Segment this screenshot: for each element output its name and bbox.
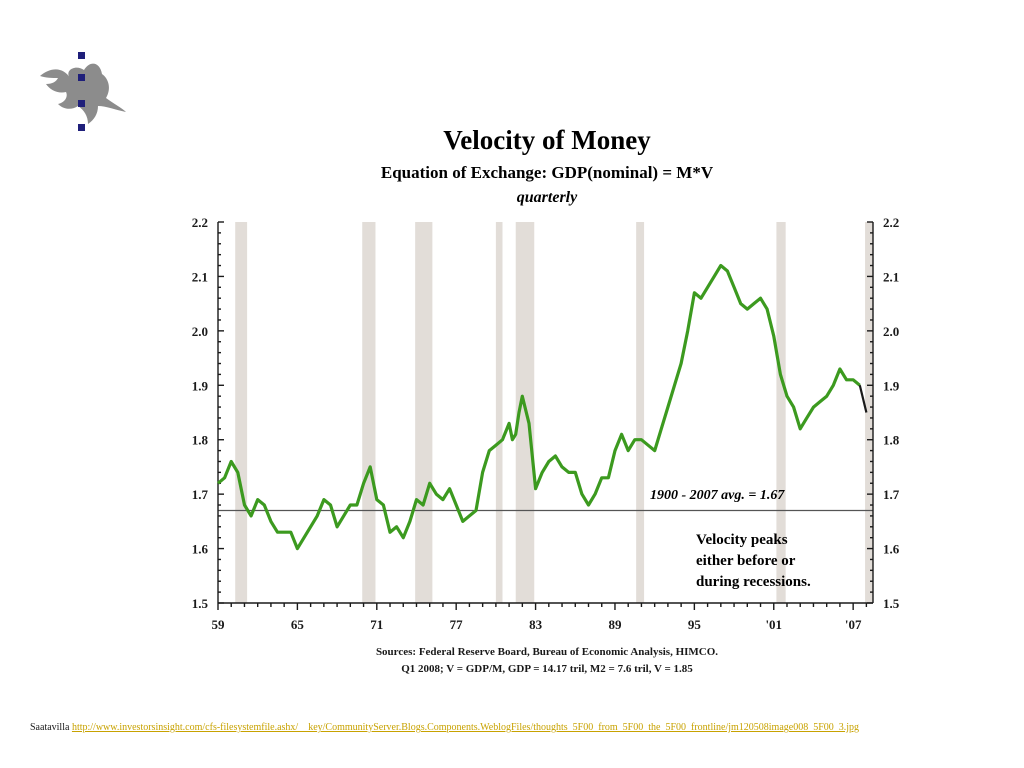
source-link[interactable]: http://www.investorsinsight.com/cfs-file…	[71, 722, 860, 733]
recession-band	[415, 222, 433, 603]
recession-band	[636, 222, 645, 603]
velocity-series-line	[216, 263, 861, 551]
y-tick-label-left: 2.2	[192, 215, 208, 230]
y-tick-label-right: 1.7	[883, 487, 900, 502]
annotation-line-1: Velocity peaks	[696, 532, 788, 548]
x-tick-label: '07	[845, 617, 862, 632]
velocity-series-tail	[858, 385, 868, 413]
flame-logo-icon	[40, 52, 126, 131]
y-tick-label-left: 1.7	[192, 487, 209, 502]
credit-label: Saatavilla	[30, 722, 70, 733]
x-tick-label: 59	[212, 617, 226, 632]
chart-subtitle: Equation of Exchange: GDP(nominal) = M*V	[381, 163, 714, 182]
x-tick-label: 95	[688, 617, 702, 632]
recession-band	[362, 222, 376, 603]
reference-line-label: 1900 - 2007 avg. = 1.67	[650, 488, 785, 503]
annotation-line-3: during recessions.	[696, 574, 811, 590]
y-tick-label-left: 1.5	[192, 596, 209, 611]
x-tick-label: 71	[370, 617, 383, 632]
x-tick-label: 77	[450, 617, 464, 632]
y-tick-label-left: 1.9	[192, 378, 209, 393]
x-tick-label: 65	[291, 617, 305, 632]
chart-title: Velocity of Money	[443, 125, 651, 155]
x-tick-label: '01	[765, 617, 782, 632]
y-tick-label-left: 2.1	[192, 269, 208, 284]
recession-band	[776, 222, 786, 603]
velocity-chart: 1.5 1.5 1.6 1.6 1.7 1.7 1.8 1.8 1.9 1.9 2.0 2.0 2.1 2…	[192, 125, 900, 675]
recession-band	[865, 222, 873, 603]
y-tick-label-right: 2.0	[883, 324, 899, 339]
y-tick-label-right: 1.9	[883, 378, 900, 393]
y-tick-label-right: 1.6	[883, 542, 900, 557]
y-tick-label-left: 2.0	[192, 324, 208, 339]
y-tick-label-right: 1.8	[883, 433, 900, 448]
x-tick-label: 83	[529, 617, 543, 632]
y-tick-label-left: 1.8	[192, 433, 209, 448]
recession-band	[495, 222, 503, 603]
recession-band	[235, 222, 248, 603]
source-line-1: Sources: Federal Reserve Board, Bureau o…	[376, 646, 718, 658]
chart-frequency: quarterly	[517, 189, 578, 206]
y-tick-label-right: 2.2	[883, 215, 899, 230]
source-line-2: Q1 2008; V = GDP/M, GDP = 14.17 tril, M2…	[401, 663, 693, 675]
y-tick-label-right: 1.5	[883, 596, 900, 611]
y-tick-label-left: 1.6	[192, 542, 209, 557]
x-tick-label: 89	[608, 617, 622, 632]
chart-axes: 1.5 1.5 1.6 1.6 1.7 1.7 1.8 1.8 1.9 1.9 2.0 2.0 2.1 2…	[192, 215, 900, 632]
y-tick-label-right: 2.1	[883, 269, 899, 284]
annotation-line-2: either before or	[696, 553, 796, 569]
image-credit: Saatavilla http://www.investorsinsight.c…	[30, 722, 859, 733]
